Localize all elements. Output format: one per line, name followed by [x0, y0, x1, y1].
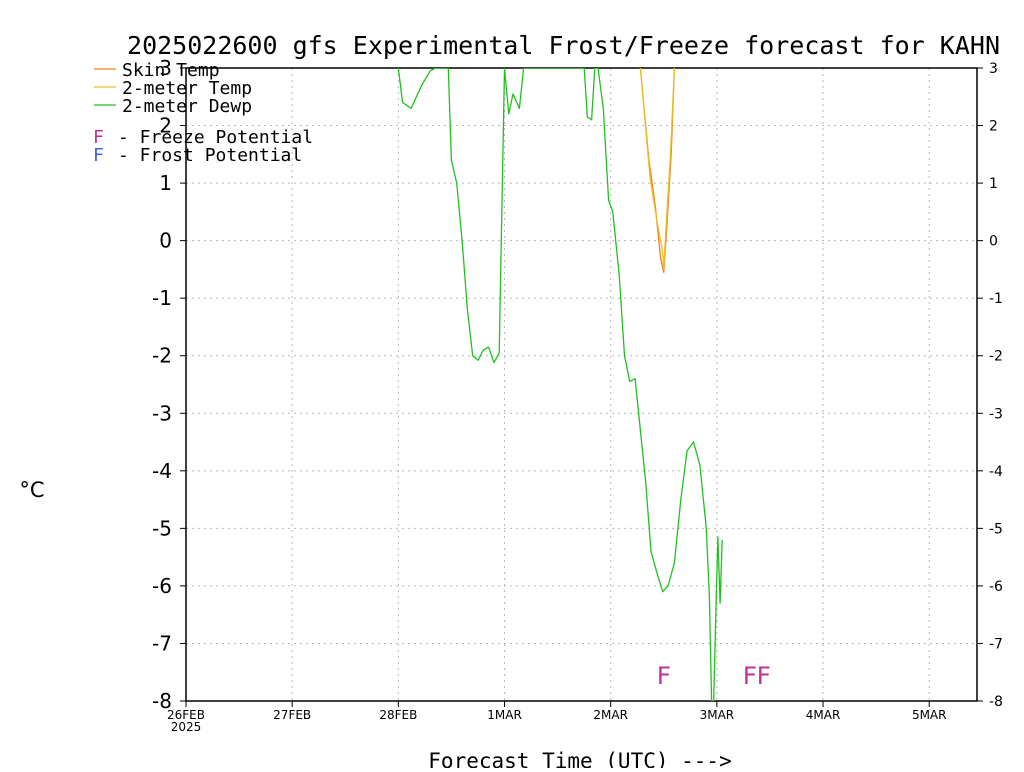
y-axis-right: -8 -7 -6 -5 -4 -3 -2 -1 0 1 2 3: [977, 61, 1003, 710]
y-tick-label-left: 2: [159, 114, 172, 138]
series-line-2-meter-temp: [639, 68, 676, 271]
freeze-marker: F: [756, 662, 770, 690]
grid-lines: [186, 68, 977, 701]
legend-label: 2-meter Dewp: [122, 96, 252, 117]
y-tick-label-right: -3: [989, 406, 1003, 422]
y-tick-label-right: 2: [989, 119, 998, 135]
freeze-marker: F: [657, 662, 671, 690]
legend-potential-symbol: F: [93, 145, 104, 166]
y-tick-label-right: -5: [989, 521, 1003, 537]
y-tick-label-left: 0: [159, 229, 172, 253]
y-tick-label-right: 1: [989, 176, 998, 192]
y-tick-label-left: -4: [152, 459, 172, 483]
y-tick-label-right: -1: [989, 291, 1003, 307]
y-tick-label-right: 3: [989, 61, 998, 77]
y-tick-label-left: -1: [152, 286, 172, 310]
y-tick-label-left: -3: [152, 401, 172, 425]
legend-potential-label: - Frost Potential: [118, 145, 302, 166]
x-tick-label: 4MAR: [806, 708, 841, 722]
y-axis-unit-label: °C: [19, 478, 44, 502]
freeze-marker: F: [743, 662, 757, 690]
y-tick-label-left: -2: [152, 344, 172, 368]
series-line-skin-temp: [639, 68, 676, 273]
x-tick-label: 27FEB: [273, 708, 311, 722]
x-tick-label: 1MAR: [487, 708, 522, 722]
legend-label: Skin Temp: [122, 60, 220, 81]
legend-potential-label: - Freeze Potential: [118, 127, 313, 148]
y-tick-label-right: -8: [989, 694, 1003, 710]
y-tick-label-right: -6: [989, 579, 1003, 595]
y-tick-label-left: -6: [152, 574, 172, 598]
x-axis-year-label: 2025: [171, 720, 202, 734]
y-tick-label-left: 1: [159, 171, 172, 195]
y-tick-label-right: -4: [989, 464, 1003, 480]
y-tick-label-left: -7: [152, 631, 172, 655]
legend-label: 2-meter Temp: [122, 78, 252, 99]
x-tick-label: 3MAR: [700, 708, 735, 722]
x-axis: 26FEB 27FEB 28FEB 1MAR 2MAR 3MAR 4MAR 5MAR: [167, 701, 946, 722]
y-tick-label-left: -8: [152, 689, 172, 713]
y-axis-left: -8 -7 -6 -5 -4 -3 -2 -1 0 1 2 3: [152, 56, 186, 713]
chart-title: 2025022600 gfs Experimental Frost/Freeze…: [127, 31, 1000, 60]
x-tick-label: 28FEB: [379, 708, 417, 722]
x-tick-label: 2MAR: [593, 708, 628, 722]
y-tick-label-right: -7: [989, 636, 1003, 652]
y-tick-label-left: -5: [152, 516, 172, 540]
y-tick-label-right: 0: [989, 234, 998, 250]
x-tick-label: 5MAR: [912, 708, 947, 722]
y-tick-label-left: 3: [159, 56, 172, 80]
x-tick-label: 26FEB: [167, 708, 205, 722]
series-line-2-meter-dewp: [397, 68, 723, 701]
y-tick-label-right: -2: [989, 349, 1003, 365]
plot-frame: [185, 67, 978, 702]
legend-potential-symbol: F: [93, 127, 104, 148]
series-layer: [397, 68, 723, 701]
x-axis-label: Forecast Time (UTC) --->: [428, 749, 731, 768]
